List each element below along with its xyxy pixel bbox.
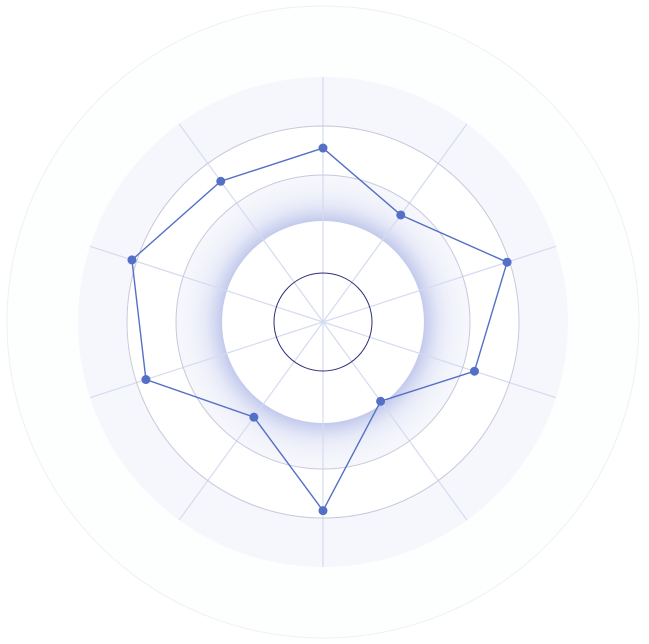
data-point (141, 375, 151, 385)
inner-ring (273, 272, 373, 372)
data-point (127, 255, 137, 265)
data-point (318, 143, 328, 153)
radar-grid (6, 5, 640, 639)
data-point (249, 412, 259, 422)
axis-line (322, 245, 557, 323)
data-point (216, 176, 226, 186)
radar-series (127, 143, 512, 516)
axis-line (89, 321, 324, 399)
axis-line (322, 123, 468, 323)
axis-line (178, 123, 324, 323)
data-point (396, 210, 406, 220)
axis-line (322, 321, 468, 521)
data-point (502, 257, 512, 267)
data-point (376, 396, 386, 406)
axis-line (178, 321, 324, 521)
axis-line (322, 321, 557, 399)
grid-ring (175, 174, 471, 470)
data-point (469, 366, 479, 376)
data-point (318, 506, 328, 516)
grid-ring (126, 125, 520, 519)
